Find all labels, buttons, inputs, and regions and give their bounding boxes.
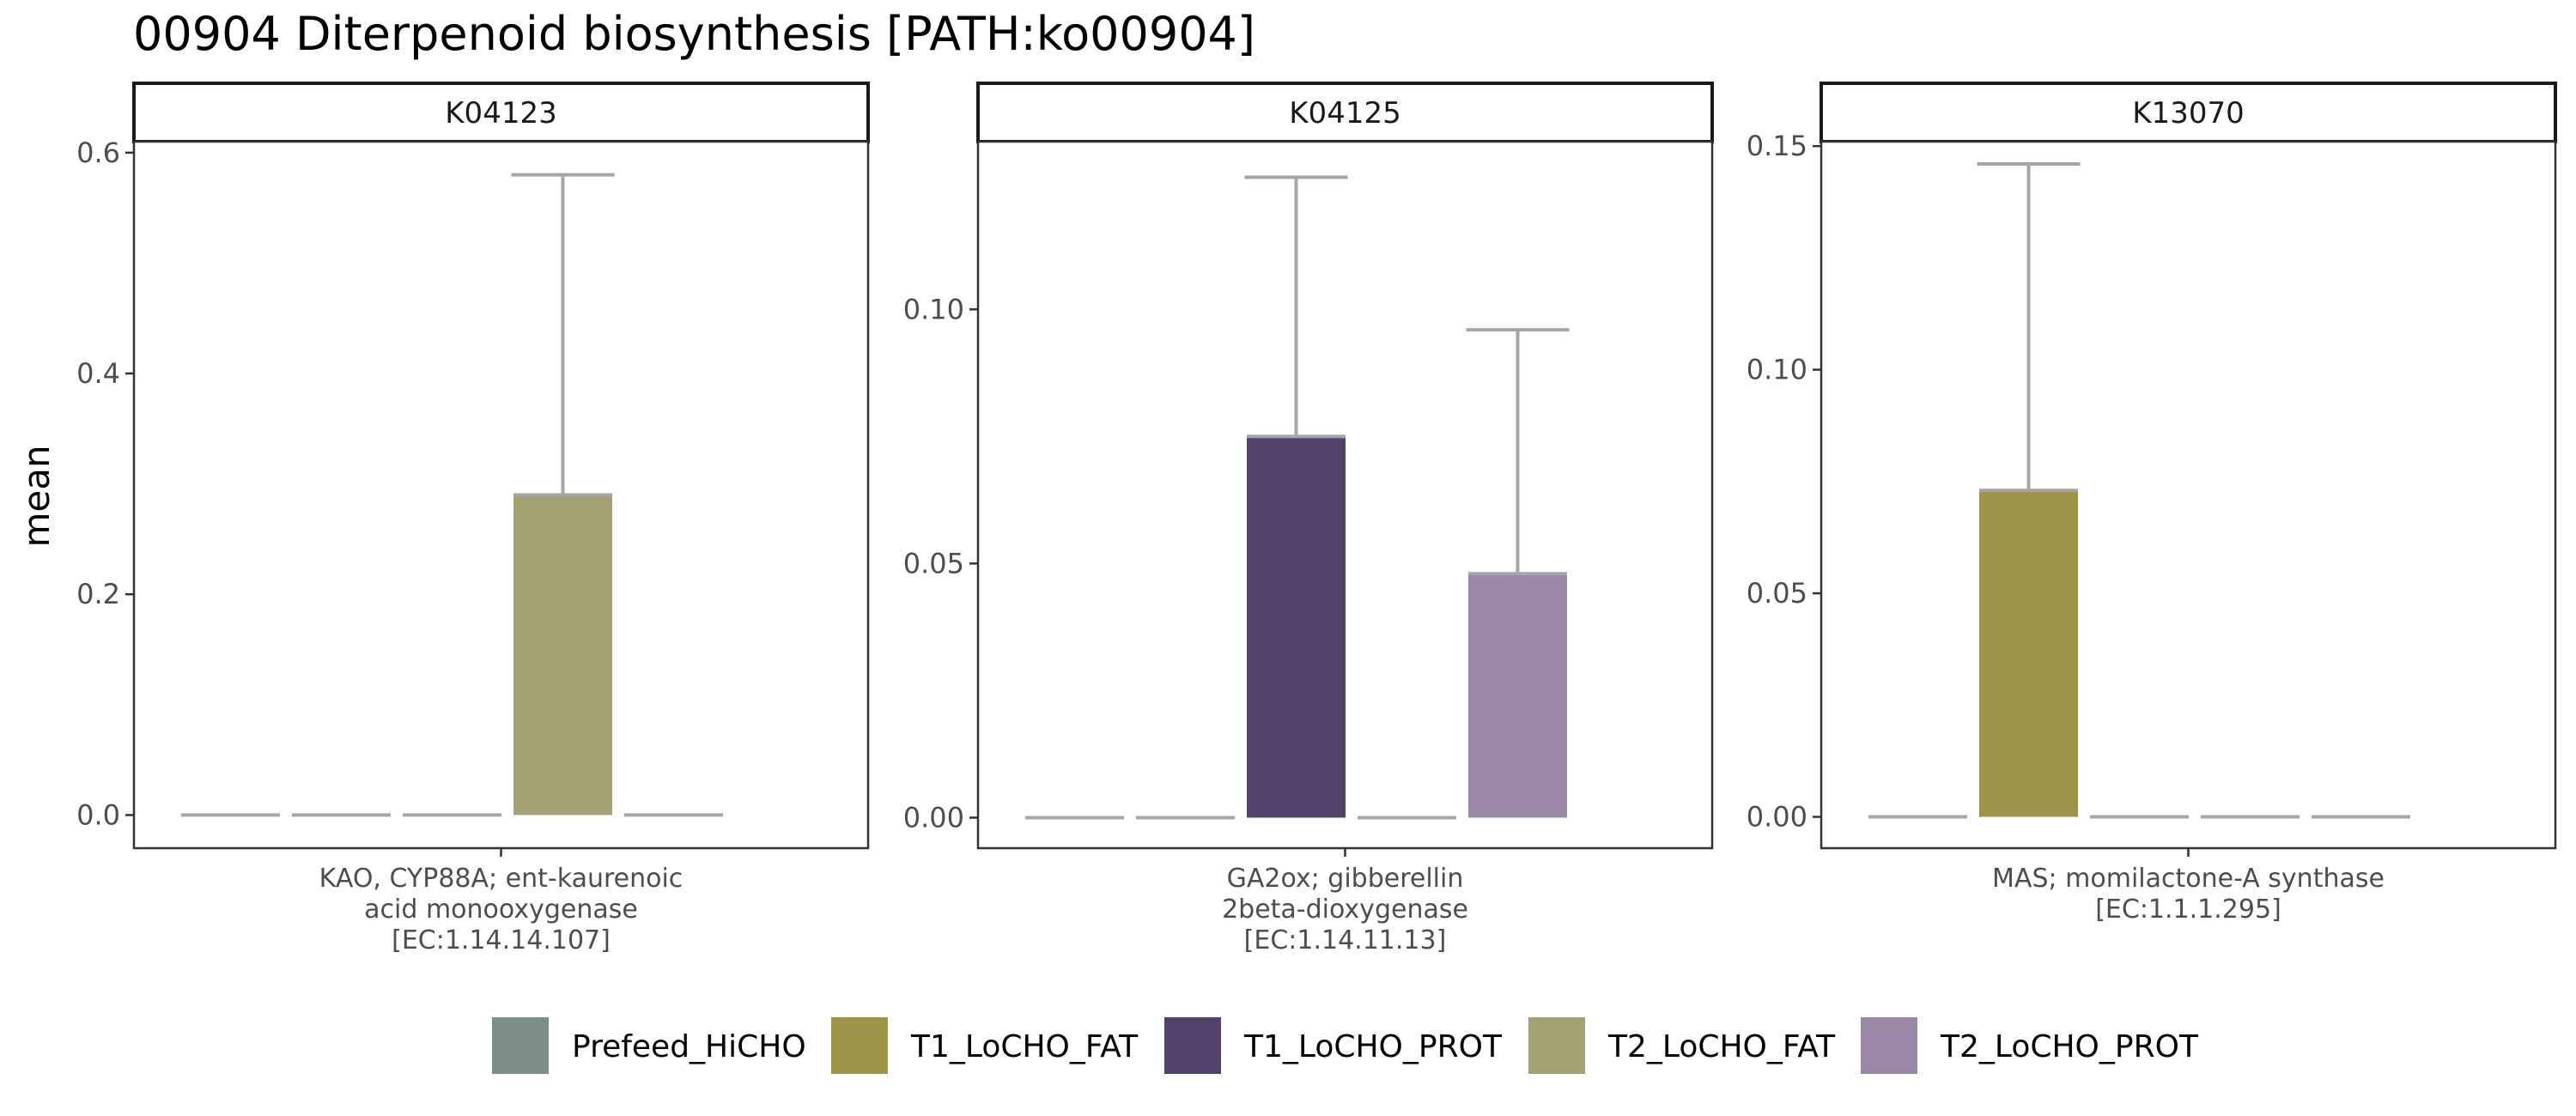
legend-key [1164, 1017, 1221, 1074]
y-tick-label: 0.05 [1747, 577, 1807, 610]
facet-strip-label: K04125 [1289, 96, 1400, 130]
plot-area [1820, 140, 2557, 850]
facet-strip [132, 82, 870, 143]
legend-label: T1_LoCHO_PROT [1243, 1029, 1503, 1064]
error-bar-T2_LoCHO_FAT [511, 173, 615, 497]
facet-panel-K04125: K04125 0.00 0.05 0.10 GA2ox; gibberellin2bet… [903, 82, 1714, 955]
x-tick-label: 2beta-dioxygenase [1222, 895, 1468, 925]
y-tick-label: 0.10 [903, 293, 964, 325]
y-axis-label: mean [15, 445, 58, 547]
legend-key [831, 1017, 888, 1074]
bar-T1_LoCHO_PROT [1247, 436, 1346, 818]
facet-strip [976, 82, 1714, 143]
legend-label: Prefeed_HiCHO [572, 1029, 806, 1064]
legend-item-T1_LoCHO_FAT: T1_LoCHO_FAT [831, 1017, 1139, 1074]
legend-label: T2_LoCHO_FAT [1607, 1029, 1836, 1064]
legend-key [1528, 1017, 1585, 1074]
legend-key [492, 1017, 549, 1074]
facet-strip [1820, 82, 2557, 143]
y-tick-label: 0.2 [76, 578, 120, 610]
y-tick-label: 0.10 [1747, 354, 1807, 386]
facet-panel-K04123: K04123 0.0 0.2 0.4 0.6 KAO, CYP88A; ent-kaure… [76, 82, 870, 955]
y-tick-label: 0.00 [1747, 801, 1807, 834]
bar-T2_LoCHO_PROT [1468, 573, 1567, 818]
legend-item-T1_LoCHO_PROT: T1_LoCHO_PROT [1164, 1017, 1503, 1074]
error-bar-T1_LoCHO_FAT [1977, 162, 2081, 493]
x-tick-label: acid monooxygenase [364, 895, 638, 925]
legend: Prefeed_HiCHO T1_LoCHO_FAT T1_LoCHO_PROT T2… [492, 1017, 2199, 1074]
x-tick-label: [EC:1.1.1.295] [2095, 895, 2281, 925]
y-tick-label: 0.00 [903, 801, 964, 834]
y-tick-label: 0.15 [1747, 130, 1807, 162]
y-tick-label: 0.05 [903, 547, 964, 579]
legend-label: T2_LoCHO_PROT [1940, 1029, 2199, 1064]
y-tick-label: 0.6 [76, 136, 120, 169]
legend-item-Prefeed_HiCHO: Prefeed_HiCHO [492, 1017, 806, 1074]
facet-panel-K13070: K13070 0.00 0.05 0.10 0.15 MAS; momilactone-A… [1747, 82, 2557, 925]
error-bar-T1_LoCHO_PROT [1244, 175, 1348, 439]
x-tick-label: [EC:1.14.14.107] [392, 925, 611, 955]
plot-area [132, 140, 870, 850]
legend-item-T2_LoCHO_PROT: T2_LoCHO_PROT [1861, 1017, 2199, 1074]
x-tick-label: MAS; momilactone-A synthase [1992, 864, 2385, 894]
facet-panels: K04123 0.0 0.2 0.4 0.6 KAO, CYP88A; ent-kaure… [76, 82, 2557, 955]
x-tick-label: KAO, CYP88A; ent-kaurenoic [319, 864, 683, 894]
legend-label: T1_LoCHO_FAT [910, 1029, 1139, 1064]
y-tick-label: 0.4 [76, 357, 120, 390]
x-tick-label: GA2ox; gibberellin [1227, 864, 1464, 894]
bar-T1_LoCHO_FAT [1979, 490, 2078, 817]
legend-key [1861, 1017, 1917, 1074]
legend-item-T2_LoCHO_FAT: T2_LoCHO_FAT [1528, 1017, 1836, 1074]
chart-title: 00904 Diterpenoid biosynthesis [PATH:ko0… [133, 7, 1255, 61]
facet-strip-label: K13070 [2132, 96, 2244, 130]
bar-T2_LoCHO_FAT [513, 494, 612, 816]
x-tick-label: [EC:1.14.11.13] [1244, 925, 1447, 955]
error-bar-T2_LoCHO_PROT [1466, 328, 1570, 576]
y-tick-label: 0.0 [76, 798, 120, 831]
facet-strip-label: K04123 [445, 96, 556, 130]
